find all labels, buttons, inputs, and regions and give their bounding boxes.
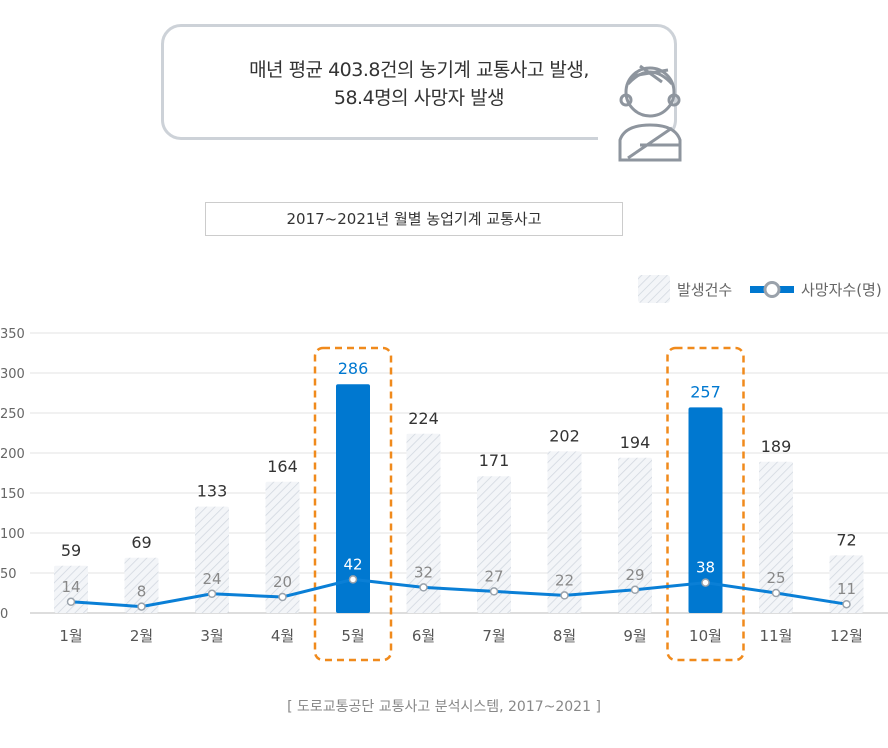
bar-12월 (829, 555, 864, 613)
legend-line-label: 사망자수(명) (801, 281, 882, 299)
bar-5월 (336, 384, 370, 613)
bar-value-label: 286 (338, 359, 369, 378)
bar-9월 (618, 457, 652, 613)
y-tick-label: 50 (0, 567, 17, 582)
y-tick-label: 100 (0, 527, 25, 542)
y-tick-label: 350 (0, 327, 25, 342)
deaths-value-label: 22 (555, 571, 574, 589)
x-tick-label: 4월 (271, 627, 294, 645)
bar-2월 (124, 557, 159, 613)
x-tick-label: 8월 (553, 627, 576, 645)
bar-value-label: 189 (761, 437, 792, 456)
y-tick-label: 300 (0, 367, 25, 382)
deaths-point (489, 587, 499, 596)
highlight-box-5월 (313, 346, 393, 662)
bar-value-label: 257 (690, 382, 721, 401)
x-tick-label: 9월 (623, 627, 646, 645)
bar-4월 (265, 481, 300, 613)
highlight-box-10월 (666, 346, 745, 662)
deaths-point (348, 575, 358, 584)
bar-value-label: 72 (836, 530, 856, 549)
deaths-point (771, 588, 781, 598)
deaths-point (137, 602, 146, 611)
deaths-value-label: 27 (484, 567, 503, 585)
chart-title: 2017~2021년 월별 농업기계 교통사고 (205, 202, 623, 236)
deaths-value-label: 20 (273, 573, 292, 591)
deaths-value-label: 29 (625, 566, 644, 584)
deaths-point (701, 578, 710, 587)
deaths-value-label: 24 (202, 570, 221, 588)
x-tick-label: 12월 (830, 627, 863, 645)
x-tick-label: 6월 (412, 627, 435, 645)
y-tick-label: 250 (0, 407, 25, 422)
deaths-value-label: 14 (61, 578, 80, 596)
legend-line-marker (763, 281, 781, 298)
legend-bar-label: 발생건수 (677, 281, 732, 299)
deaths-value-label: 11 (837, 580, 856, 598)
bar-value-label: 133 (197, 482, 228, 501)
x-tick-label: 5월 (341, 627, 364, 645)
headline-line2: 58.4명의 사망자 발생 (333, 87, 505, 109)
bar-value-label: 164 (267, 457, 298, 476)
deaths-value-label: 25 (766, 569, 785, 587)
bar-7월 (477, 476, 511, 613)
bar-value-label: 202 (549, 426, 580, 445)
bar-10월 (688, 407, 723, 613)
deaths-point (278, 592, 287, 602)
chart: 발생건수 사망자수(명) 0 50 100 150 200 250 300 350 59 1월 69… (0, 275, 888, 662)
headline-bubble (161, 24, 677, 140)
bar-8월 (547, 451, 582, 613)
deaths-point (66, 597, 76, 607)
x-tick-label: 3월 (200, 627, 223, 645)
bar-value-label: 224 (408, 409, 439, 428)
x-tick-label: 2월 (130, 627, 153, 645)
headline-line1: 매년 평균 403.8건의 농기계 교통사고 발생, (249, 59, 589, 81)
bar-3월 (195, 506, 229, 613)
deaths-point (630, 585, 640, 595)
y-tick-label: 200 (0, 447, 25, 462)
deaths-value-label: 38 (696, 559, 715, 577)
deaths-point (560, 591, 569, 600)
legend-bar-swatch (638, 275, 670, 303)
x-tick-label: 10월 (689, 627, 722, 645)
deaths-value-label: 8 (137, 583, 147, 601)
y-tick-label: 0 (0, 607, 8, 622)
deaths-value-label: 42 (343, 555, 362, 573)
deaths-point (419, 583, 428, 592)
y-tick-label: 150 (0, 487, 25, 502)
deaths-line (70, 577, 847, 609)
x-tick-label: 1월 (59, 627, 82, 645)
source-note: [ 도로교통공단 교통사고 분석시스템, 2017~2021 ] (287, 699, 601, 715)
bar-value-label: 171 (479, 451, 510, 470)
bar-value-label: 69 (131, 533, 151, 552)
x-tick-label: 11월 (760, 627, 793, 645)
deaths-point (842, 599, 851, 609)
bar-value-label: 59 (61, 541, 81, 560)
headline: 매년 평균 403.8건의 농기계 교통사고 발생, 58.4명의 사망자 발생 (161, 56, 677, 112)
bar-6월 (406, 433, 441, 613)
legend: 발생건수 사망자수(명) (638, 275, 882, 303)
bar-11월 (759, 461, 793, 613)
bar-value-label: 194 (620, 433, 651, 452)
x-tick-label: 7월 (482, 627, 505, 645)
deaths-value-label: 32 (414, 563, 433, 581)
deaths-point (207, 589, 217, 599)
